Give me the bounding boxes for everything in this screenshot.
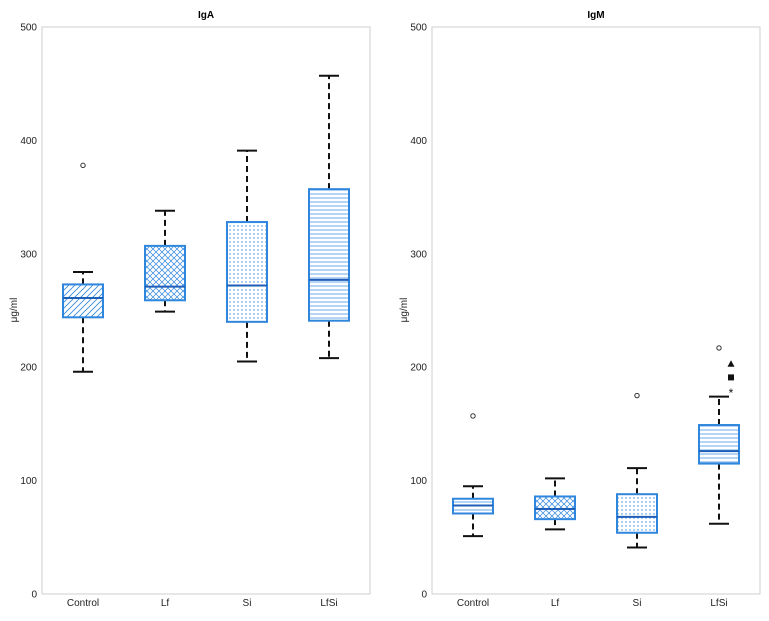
y-tick-label: 500 (410, 23, 427, 34)
box-iqr (144, 244, 186, 302)
y-tick-label: 300 (20, 249, 37, 260)
y-axis-label: μg/ml (9, 298, 20, 323)
outlier-triangle (727, 360, 735, 367)
chart-title: IgM (587, 10, 604, 21)
plot-frame (41, 26, 371, 595)
y-tick-label: 100 (20, 476, 37, 487)
y-tick-label: 0 (31, 590, 37, 601)
box-iqr (616, 493, 658, 534)
box-iqr (698, 424, 740, 465)
box-lfsi: * (698, 345, 740, 525)
x-tick-label: Si (633, 598, 642, 609)
box-iqr (226, 221, 268, 323)
boxes: * (452, 345, 740, 549)
x-ticks: Control Lf Si LfSi (67, 598, 338, 609)
outlier-circle (80, 162, 86, 169)
x-tick-label: LfSi (320, 598, 337, 609)
y-tick-label: 200 (410, 363, 427, 374)
y-tick-label: 400 (410, 136, 427, 147)
x-tick-label: Control (457, 598, 489, 609)
box-control (62, 162, 104, 373)
outlier-star: * (729, 386, 734, 400)
box-iqr (62, 283, 104, 319)
boxes (62, 74, 350, 373)
box-iqr (308, 188, 350, 322)
x-tick-label: Control (67, 598, 99, 609)
outlier-circle (634, 392, 640, 399)
box-control (452, 413, 494, 538)
plot-frame (431, 26, 761, 595)
y-ticks: 0 100 200 300 400 500 (20, 23, 37, 601)
box-lfsi (308, 74, 350, 360)
box-lf (144, 209, 186, 313)
x-tick-label: Lf (161, 598, 170, 609)
x-tick-label: LfSi (710, 598, 727, 609)
y-tick-label: 100 (410, 476, 427, 487)
x-tick-label: Lf (551, 598, 560, 609)
box-iqr (534, 495, 576, 521)
outlier-square (728, 374, 734, 381)
y-tick-label: 400 (20, 136, 37, 147)
chart-title: IgA (198, 10, 214, 21)
outlier-circle (716, 345, 722, 351)
y-tick-label: 300 (410, 249, 427, 260)
y-tick-label: 0 (421, 590, 427, 601)
x-tick-label: Si (243, 598, 252, 609)
y-tick-label: 500 (20, 23, 37, 34)
y-axis-label: μg/ml (399, 298, 410, 323)
box-si (226, 149, 268, 363)
y-tick-label: 200 (20, 363, 37, 374)
box-lf (534, 477, 576, 531)
outlier-circle (470, 413, 476, 419)
x-ticks: Control Lf Si LfSi (457, 598, 728, 609)
y-ticks: 0 100 200 300 400 500 (410, 23, 427, 601)
box-si (616, 392, 658, 549)
